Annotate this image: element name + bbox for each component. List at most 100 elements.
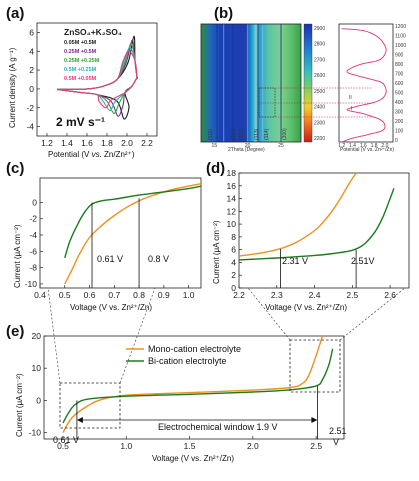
- panel-c-ytick-label-2: -4: [29, 230, 37, 240]
- panel-a-ylabel: Current density (A g⁻¹): [8, 47, 17, 128]
- panel-d-xtick-label-4: 2.6: [384, 290, 396, 300]
- panel-d-xtick-label-1: 2.3: [271, 290, 283, 300]
- panel-b-streak-6: [280, 24, 282, 142]
- panel-d-ytick-label-2: 14: [227, 194, 237, 204]
- panel-b-annotation-i: I: [351, 106, 352, 112]
- panel-a-ytick-label-5: -4: [26, 122, 34, 132]
- panel-e: (e) 0.5 1.0 1.5 2.0 2.5 20 10 0 -10 Current (μA …: [6, 323, 347, 463]
- panel-a-ytick-label-1: 4: [29, 46, 34, 56]
- panel-b-colorbar: [303, 23, 313, 143]
- panel-a-legend-entry-2: 0.25M +0.25M: [64, 58, 100, 64]
- panel-b-colorbar-tick-3: 2600: [314, 73, 325, 79]
- panel-c: (c) 0.4 0.5 0.6 0.7 0.8 0.9 1.0 0 -2 -4 -6 -8 -10 Cu…: [6, 160, 202, 312]
- panel-e-ytick-label-1: 10: [32, 363, 42, 373]
- panel-c-ylabel: Current (μA cm⁻²): [13, 224, 22, 288]
- panel-b-time-tick-4: 800: [395, 62, 404, 68]
- panel-d-ytick-label-5: 8: [231, 232, 236, 242]
- panel-b-time-tick-2: 1000: [395, 43, 406, 49]
- panel-a-cv-curves: [56, 35, 138, 120]
- panel-d-ylabel: Current (μA cm⁻²): [212, 220, 221, 284]
- panel-a-xlabel: Potential (V vs. Zn/Zn²⁺): [48, 150, 135, 159]
- panel-c-annotation-061: 0.61 V: [97, 254, 123, 264]
- panel-e-series-0: [62, 335, 324, 433]
- panel-b-peak-1: (110): [231, 128, 237, 140]
- panel-b-streak-0: [216, 24, 218, 142]
- panel-d-ytick-label-0: 18: [227, 168, 237, 178]
- panel-b-cv-curve: [341, 28, 387, 143]
- panel-a-label: (a): [6, 5, 24, 22]
- panel-d-annotation-231: 2.31 V: [282, 256, 308, 266]
- panel-b-colorbar-tick-2: 2700: [314, 57, 325, 63]
- panel-a-cv-curve-4: [56, 50, 138, 109]
- panel-d-ticks: 2.2 2.3 2.4 2.5 2.6 18 16 14 12 10 8 6 4 2 0: [227, 168, 397, 300]
- panel-d-ytick-label-4: 10: [227, 219, 237, 229]
- panel-b-cv-xticks: 1.2 1.4 1.6 1.8 2.0: [338, 143, 388, 149]
- panel-e-xtick-label-3: 2.0: [247, 441, 259, 451]
- panel-d-xtick-label-3: 2.5: [346, 290, 358, 300]
- panel-d: (d) 2.2 2.3 2.4 2.5 2.6 18 16 14 12 10 8 6 4 2 0 Curre…: [206, 160, 410, 312]
- panel-b-peak-2: (112): [239, 128, 245, 140]
- panel-b-colorbar-tick-4: 2500: [314, 89, 325, 95]
- panel-b-xrd-map: [201, 24, 301, 142]
- panel-b-streak-3: [247, 24, 249, 142]
- panel-c-xtick-label-0: 0.4: [34, 290, 46, 300]
- panel-a-xtick-label-0: 1.2: [41, 138, 53, 148]
- zoom-connectors: [47, 287, 406, 384]
- panel-b-map-xticks: 15 20 25: [212, 143, 284, 149]
- panel-b-time-tick-7: 500: [395, 91, 404, 97]
- panel-c-xtick-label-5: 0.9: [158, 290, 170, 300]
- panel-b-time-tick-5: 700: [395, 72, 404, 78]
- panel-c-xtick-label-4: 0.8: [133, 290, 145, 300]
- panel-a-legend-entry-1: 0.25M +0.5M: [64, 49, 97, 55]
- panel-b-connectors: [258, 87, 372, 118]
- panel-a-yticks: 6 4 2 0 -2 -4: [26, 27, 40, 132]
- panel-b-peak-4: (114): [264, 128, 270, 140]
- panel-b-time-tick-3: 900: [395, 53, 404, 59]
- panel-d-ytick-label-9: 0: [231, 283, 236, 293]
- panel-d-xtick-label-0: 2.2: [233, 290, 245, 300]
- panel-b: (b) (111) (110) (112) (113) (114) (300) 15 20 2…: [200, 5, 406, 153]
- panel-d-ytick-label-1: 16: [227, 181, 237, 191]
- panel-d-series-1: [238, 188, 395, 261]
- panel-b-time-tick-1: 1100: [395, 34, 406, 40]
- panel-e-legend-label-0: Mono-cation electrolyte: [148, 344, 241, 354]
- panel-c-annotation-08: 0.8 V: [148, 254, 169, 264]
- panel-b-cv-xtick-3: 1.8: [371, 143, 378, 149]
- panel-d-xtick-label-2: 2.4: [309, 290, 321, 300]
- panel-b-cv-trace: [341, 28, 387, 143]
- panel-b-map-streaks: [216, 24, 282, 142]
- panel-e-legend-label-1: Bi-cation electrolyte: [148, 356, 227, 366]
- panel-e-ytick-label-2: 0: [36, 395, 41, 405]
- panel-a-ytick-label-3: 0: [29, 84, 34, 94]
- panel-e-label: (e): [6, 323, 24, 340]
- panel-a-ytick-label-0: 6: [29, 27, 34, 37]
- panel-c-xtick-label-1: 0.5: [59, 290, 71, 300]
- panel-c-frame: [39, 177, 202, 289]
- panel-b-streak-2: [232, 24, 234, 142]
- panel-a-xtick-label-2: 1.6: [81, 138, 93, 148]
- panel-b-streak-1: [223, 24, 225, 142]
- panel-b-cv-xtick-2: 1.6: [360, 143, 367, 149]
- panel-e-curves: [62, 335, 334, 433]
- panel-d-label: (d): [206, 160, 225, 177]
- panel-c-ytick-label-5: -10: [25, 279, 38, 289]
- panel-c-ticks: 0.4 0.5 0.6 0.7 0.8 0.9 1.0 0 -2 -4 -6 -8 -10: [25, 197, 195, 300]
- panel-b-time-tick-8: 400: [395, 100, 404, 106]
- panel-d-curves: [238, 172, 395, 261]
- panel-d-xlabel: Voltage (V vs. Zn²⁺/Zn): [265, 303, 347, 312]
- panel-b-peak-5: (300): [282, 128, 288, 140]
- panel-b-peak-3: (113): [254, 128, 260, 140]
- panel-c-ytick-label-3: -6: [29, 246, 37, 256]
- panel-b-streak-4: [257, 24, 259, 142]
- panel-e-right-mark-unit: V: [333, 437, 339, 447]
- panel-c-label: (c): [6, 160, 24, 177]
- panel-b-cv-xlabel: Potential (V vs. Zn²⁺/Zn): [340, 147, 394, 153]
- panel-b-map-xtick-2: 25: [278, 143, 284, 149]
- panel-b-time-tick-10: 200: [395, 119, 404, 125]
- panel-e-xtick-label-0: 0.5: [57, 441, 69, 451]
- panel-b-time-tick-0: 1200: [395, 24, 406, 30]
- panel-b-colorbar-tick-1: 2800: [314, 42, 325, 48]
- panel-b-colorbar-tick-7: 2200: [314, 136, 325, 142]
- panel-b-colorbar-ticks: 2900 2800 2700 2600 2500 2400 2300 2200: [314, 26, 325, 142]
